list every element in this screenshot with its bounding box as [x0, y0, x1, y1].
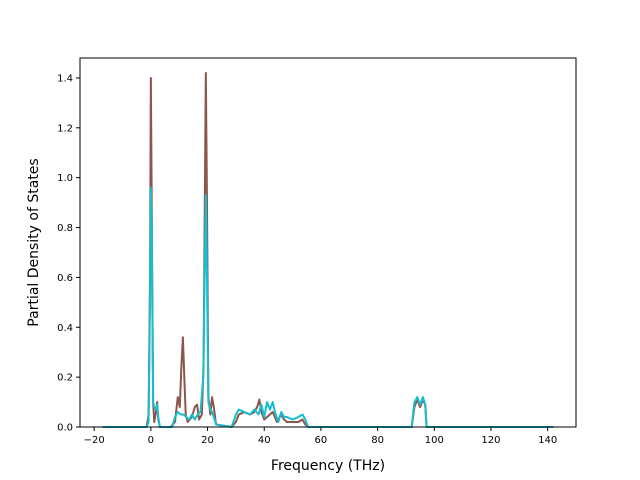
- x-tick-label: 80: [371, 435, 384, 446]
- x-tick-label: 100: [425, 435, 444, 446]
- plot-area: [79, 57, 577, 428]
- y-tick-label: 0.6: [57, 273, 73, 284]
- x-tick-label: 120: [481, 435, 500, 446]
- x-axis-label: Frequency (THz): [271, 458, 385, 474]
- y-tick-label: 0.8: [57, 223, 73, 234]
- series-layer: [102, 71, 554, 428]
- x-axis-ticks: −20 0 20 40 60 80 100 120 140: [84, 427, 557, 446]
- x-tick-label: 60: [315, 435, 328, 446]
- x-tick-label: 20: [201, 435, 214, 446]
- series-line-2: [102, 186, 554, 428]
- y-tick-label: 1.4: [57, 73, 73, 84]
- y-axis-label: Partial Density of States: [26, 158, 42, 326]
- y-tick-label: 0.0: [57, 423, 73, 434]
- y-tick-label: 0.4: [57, 323, 73, 334]
- x-tick-label: −20: [84, 435, 105, 446]
- x-tick-label: 0: [148, 435, 154, 446]
- y-axis-ticks: 0.0 0.2 0.4 0.6 0.8 1.0 1.2 1.4: [57, 73, 80, 434]
- x-tick-label: 140: [538, 435, 557, 446]
- axes-frame: [79, 57, 577, 428]
- y-tick-label: 1.0: [57, 173, 73, 184]
- x-tick-label: 40: [258, 435, 271, 446]
- y-tick-label: 1.2: [57, 123, 73, 134]
- y-tick-label: 0.2: [57, 373, 73, 384]
